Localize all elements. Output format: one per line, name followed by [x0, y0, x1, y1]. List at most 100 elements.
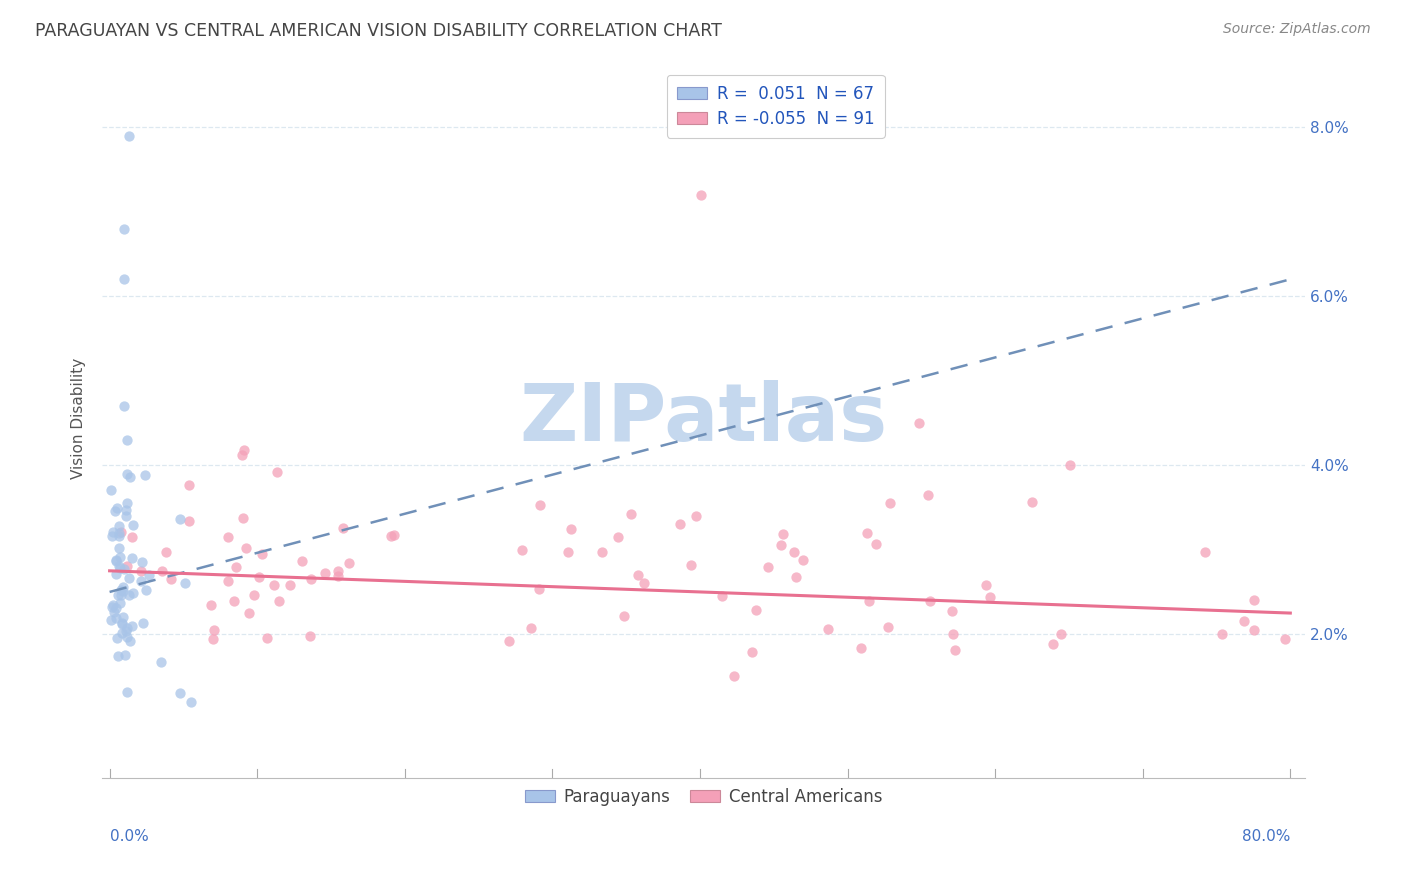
Text: Source: ZipAtlas.com: Source: ZipAtlas.com	[1223, 22, 1371, 37]
Point	[111, 625, 134, 640]
Point	[591, 545, 613, 559]
Point	[855, 525, 877, 540]
Point	[557, 545, 579, 559]
Point	[105, 631, 128, 645]
Point	[110, 583, 132, 598]
Point	[118, 469, 141, 483]
Point	[941, 603, 963, 617]
Point	[101, 598, 124, 612]
Point	[110, 524, 132, 539]
Point	[1042, 636, 1064, 650]
Point	[100, 613, 122, 627]
Point	[243, 588, 266, 602]
Point	[741, 645, 763, 659]
Point	[745, 603, 768, 617]
Point	[783, 545, 806, 559]
Point	[112, 272, 135, 286]
Point	[115, 503, 138, 517]
Point	[529, 498, 551, 512]
Point	[942, 627, 965, 641]
Point	[256, 632, 278, 646]
Point	[112, 584, 135, 599]
Point	[250, 547, 273, 561]
Point	[111, 617, 134, 632]
Point	[138, 567, 160, 582]
Point	[328, 569, 350, 583]
Point	[606, 530, 628, 544]
Point	[169, 686, 191, 700]
Point	[512, 543, 534, 558]
Point	[222, 593, 245, 607]
Point	[115, 630, 138, 644]
Point	[979, 591, 1001, 605]
Point	[879, 496, 901, 510]
Point	[865, 537, 887, 551]
Point	[337, 556, 360, 570]
Point	[180, 695, 202, 709]
Point	[301, 572, 323, 586]
Point	[290, 554, 312, 568]
Point	[108, 549, 131, 564]
Point	[612, 609, 634, 624]
Point	[498, 633, 520, 648]
Point	[917, 488, 939, 502]
Point	[122, 585, 145, 599]
Point	[131, 555, 153, 569]
Point	[1194, 545, 1216, 559]
Point	[121, 619, 143, 633]
Point	[132, 616, 155, 631]
Point	[117, 685, 139, 699]
Point	[115, 508, 138, 523]
Point	[723, 669, 745, 683]
Text: 0.0%: 0.0%	[110, 829, 149, 844]
Point	[118, 589, 141, 603]
Point	[155, 545, 177, 559]
Point	[117, 433, 139, 447]
Point	[278, 577, 301, 591]
Point	[129, 574, 152, 589]
Point	[920, 593, 942, 607]
Point	[976, 577, 998, 591]
Point	[112, 221, 135, 235]
Point	[115, 624, 138, 639]
Legend: Paraguayans, Central Americans: Paraguayans, Central Americans	[519, 781, 889, 813]
Point	[772, 527, 794, 541]
Point	[298, 629, 321, 643]
Point	[217, 530, 239, 544]
Point	[108, 518, 131, 533]
Point	[326, 564, 349, 578]
Point	[332, 521, 354, 535]
Point	[380, 529, 402, 543]
Point	[633, 575, 655, 590]
Point	[267, 594, 290, 608]
Point	[1059, 458, 1081, 473]
Point	[134, 467, 156, 482]
Point	[817, 623, 839, 637]
Text: ZIPatlas: ZIPatlas	[520, 380, 887, 458]
Point	[118, 633, 141, 648]
Point	[108, 596, 131, 610]
Point	[111, 616, 134, 631]
Point	[266, 465, 288, 479]
Point	[112, 399, 135, 413]
Point	[668, 517, 690, 532]
Point	[105, 611, 128, 625]
Point	[314, 566, 336, 580]
Point	[560, 522, 582, 536]
Point	[118, 128, 141, 143]
Point	[114, 648, 136, 662]
Point	[117, 496, 139, 510]
Point	[202, 624, 225, 638]
Point	[690, 187, 713, 202]
Point	[877, 620, 900, 634]
Point	[711, 589, 734, 603]
Point	[201, 632, 224, 646]
Point	[115, 622, 138, 636]
Point	[232, 511, 254, 525]
Point	[851, 640, 873, 655]
Point	[1243, 593, 1265, 607]
Point	[231, 448, 253, 462]
Point	[121, 550, 143, 565]
Point	[111, 580, 134, 594]
Point	[108, 561, 131, 575]
